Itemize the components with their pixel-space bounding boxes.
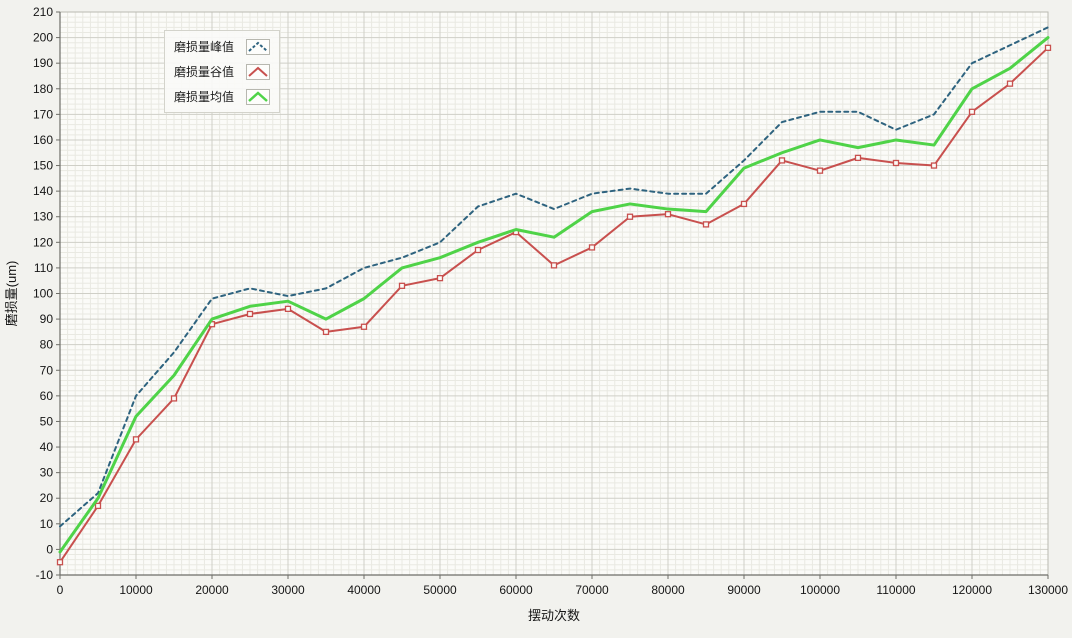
y-tick-label: 70 — [40, 363, 54, 377]
series-marker-1 — [284, 305, 292, 313]
series-marker-1 — [968, 108, 976, 115]
y-tick-label: 20 — [40, 491, 54, 505]
legend: 磨损量峰值 磨损量谷值 磨损量均值 — [164, 30, 281, 113]
y-tick-label: 10 — [40, 517, 54, 531]
series-line-0 — [59, 26, 1049, 528]
series-marker-1 — [474, 246, 482, 254]
y-tick-label: 150 — [33, 159, 53, 173]
y-tick-label: -10 — [36, 568, 54, 582]
series-marker-1 — [816, 167, 824, 174]
x-tick-label: 0 — [57, 583, 64, 597]
x-tick-label: 30000 — [271, 583, 305, 597]
y-tick-label: 110 — [34, 261, 53, 275]
y-tick-label: 80 — [40, 338, 54, 352]
x-tick-label: 110000 — [876, 583, 915, 597]
series-line-2 — [58, 36, 1050, 554]
series-marker-1 — [398, 282, 406, 289]
series-marker-1 — [626, 213, 634, 220]
series-marker-1 — [702, 221, 710, 228]
x-tick-label: 20000 — [195, 583, 229, 597]
legend-label-mean: 磨损量均值 — [174, 90, 235, 104]
series-marker-1 — [778, 157, 786, 164]
series-marker-1 — [56, 559, 64, 566]
x-tick-label: 100000 — [800, 583, 840, 597]
series-marker-1 — [740, 200, 748, 208]
y-tick-label: 100 — [33, 287, 53, 301]
x-tick-label: 90000 — [727, 583, 761, 597]
x-tick-label: 10000 — [119, 583, 153, 597]
y-tick-label: 50 — [40, 414, 54, 428]
y-tick-label: 190 — [33, 56, 53, 70]
legend-label-peak: 磨损量峰值 — [174, 40, 235, 54]
y-axis-title: 磨损量(um) — [4, 261, 19, 327]
y-tick-label: 210 — [33, 5, 53, 19]
series-marker-1 — [1044, 44, 1052, 51]
y-tick-label: 130 — [33, 210, 53, 224]
y-tick-label: 170 — [33, 107, 53, 121]
y-tick-label: 120 — [33, 235, 53, 249]
x-tick-label: 40000 — [347, 583, 381, 597]
series-marker-1 — [436, 274, 444, 282]
series-marker-1 — [94, 502, 102, 510]
mean-line-icon — [246, 88, 271, 105]
x-axis-title: 摆动次数 — [528, 608, 580, 623]
legend-item-valley[interactable]: 磨损量谷值 — [174, 63, 271, 80]
y-tick-label: 90 — [40, 312, 54, 326]
series-marker-1 — [132, 436, 140, 443]
y-tick-label: 200 — [33, 31, 53, 45]
y-tick-label: 180 — [33, 82, 53, 96]
x-tick-label: 80000 — [651, 583, 685, 597]
y-tick-label: 60 — [40, 389, 54, 403]
y-tick-label: 40 — [40, 440, 54, 454]
series-marker-1 — [360, 323, 368, 330]
series-marker-1 — [550, 262, 558, 269]
x-tick-label: 120000 — [952, 583, 992, 597]
y-tick-label: 30 — [40, 466, 54, 480]
series-marker-1 — [246, 310, 254, 318]
series-marker-1 — [588, 244, 596, 251]
peak-line-icon — [246, 38, 271, 55]
series-marker-1 — [322, 328, 330, 336]
series-marker-1 — [1006, 80, 1014, 87]
y-tick-label: 140 — [33, 184, 53, 198]
x-tick-label: 60000 — [499, 583, 533, 597]
legend-item-peak[interactable]: 磨损量峰值 — [174, 38, 271, 55]
x-tick-label: 70000 — [575, 583, 609, 597]
series-marker-1 — [170, 395, 178, 402]
x-tick-label: 50000 — [423, 583, 457, 597]
series-marker-1 — [854, 154, 862, 162]
y-tick-label: 160 — [33, 133, 53, 147]
valley-line-icon — [246, 63, 271, 80]
series-marker-1 — [930, 162, 938, 169]
y-tick-label: 0 — [46, 542, 53, 556]
x-tick-label: 130000 — [1028, 583, 1068, 597]
legend-item-mean[interactable]: 磨损量均值 — [174, 88, 271, 105]
legend-label-valley: 磨损量谷值 — [174, 65, 235, 79]
series-marker-1 — [664, 211, 672, 218]
series-marker-1 — [892, 159, 900, 167]
